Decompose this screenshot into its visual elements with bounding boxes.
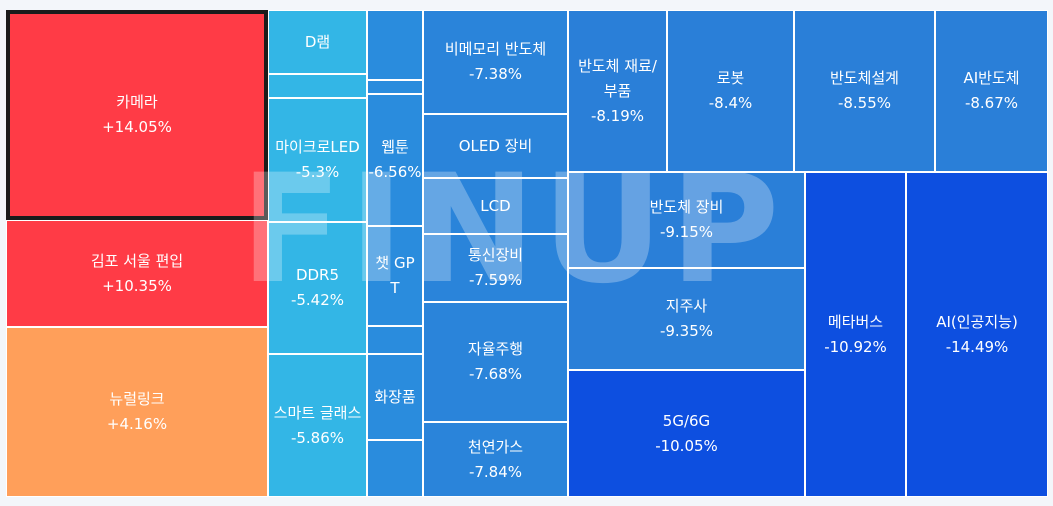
tile-name: AI반도체 bbox=[963, 69, 1020, 87]
treemap-tile[interactable]: 김포 서울 편입 +10.35% bbox=[6, 220, 268, 327]
treemap-tile[interactable]: 웹툰 -6.56% bbox=[367, 94, 423, 226]
treemap-tile[interactable]: AI반도체 -8.67% bbox=[935, 10, 1048, 172]
treemap-tile[interactable]: AI(인공지능) -14.49% bbox=[906, 172, 1048, 497]
tile-name: 로봇 bbox=[716, 69, 745, 87]
tile-change: -9.15% bbox=[659, 223, 714, 241]
tile-change: -5.42% bbox=[290, 291, 345, 309]
treemap-tile[interactable]: 반도체 재료/부품 -8.19% bbox=[568, 10, 667, 172]
tile-change: -7.84% bbox=[468, 462, 523, 481]
treemap-tile[interactable]: 화장품 bbox=[367, 354, 423, 440]
treemap-tile[interactable]: 통신장비 -7.59% bbox=[423, 234, 568, 302]
treemap-tile[interactable]: 반도체 장비 -9.15% bbox=[568, 172, 805, 268]
tile-name: 화장품 bbox=[374, 387, 416, 406]
treemap-tile[interactable] bbox=[367, 10, 423, 80]
treemap-tile[interactable]: 스마트 글래스 -5.86% bbox=[268, 354, 367, 497]
tile-name: 스마트 글래스 bbox=[273, 403, 362, 422]
tile-change: -10.05% bbox=[655, 436, 718, 455]
tile-name: 반도체 장비 bbox=[649, 198, 724, 216]
tile-name: 천연가스 bbox=[467, 437, 524, 456]
treemap-tile[interactable] bbox=[367, 440, 423, 497]
tile-name: AI(인공지능) bbox=[936, 312, 1018, 331]
tile-change: -8.4% bbox=[708, 94, 753, 112]
tile-change: -9.35% bbox=[659, 322, 714, 340]
tile-name: DDR5 bbox=[295, 266, 340, 284]
treemap-tile[interactable] bbox=[367, 326, 423, 354]
tile-change: -10.92% bbox=[824, 337, 887, 356]
tile-change: +4.16% bbox=[106, 415, 168, 433]
tile-change: -8.55% bbox=[837, 94, 892, 112]
tile-change: -7.59% bbox=[468, 271, 523, 289]
tile-name: 마이크로LED bbox=[275, 138, 360, 156]
tile-name: 반도체설계 bbox=[829, 69, 899, 87]
tile-name: 비메모리 반도체 bbox=[444, 40, 547, 58]
treemap-tile[interactable]: 반도체설계 -8.55% bbox=[794, 10, 935, 172]
treemap-tile[interactable]: 챗 GPT bbox=[367, 226, 423, 326]
treemap-tile[interactable]: 뉴럴링크 +4.16% bbox=[6, 327, 268, 497]
treemap-tile[interactable]: 자율주행 -7.68% bbox=[423, 302, 568, 422]
treemap-tile[interactable]: 비메모리 반도체 -7.38% bbox=[423, 10, 568, 114]
tile-name: 메타버스 bbox=[827, 312, 884, 331]
tile-name: D램 bbox=[304, 32, 331, 51]
treemap-tile[interactable]: 지주사 -9.35% bbox=[568, 268, 805, 370]
tile-change: -8.19% bbox=[590, 106, 645, 125]
tile-change: +14.05% bbox=[102, 118, 172, 136]
treemap-tile[interactable]: 메타버스 -10.92% bbox=[805, 172, 906, 497]
tile-change: -7.68% bbox=[468, 365, 523, 383]
tile-name: 뉴럴링크 bbox=[109, 390, 165, 408]
tile-name: 지주사 bbox=[665, 297, 708, 315]
treemap-tile[interactable]: DDR5 -5.42% bbox=[268, 222, 367, 354]
treemap-tile[interactable]: 로봇 -8.4% bbox=[667, 10, 794, 172]
tile-change: -14.49% bbox=[945, 337, 1009, 356]
tile-name: 반도체 재료/부품 bbox=[578, 56, 657, 100]
treemap-tile[interactable]: 5G/6G -10.05% bbox=[568, 370, 805, 497]
tile-name: 자율주행 bbox=[467, 340, 524, 358]
tile-name: 챗 GPT bbox=[375, 254, 415, 297]
treemap-tile[interactable]: LCD bbox=[423, 178, 568, 234]
treemap-tile[interactable] bbox=[367, 80, 423, 94]
tile-name: OLED 장비 bbox=[458, 136, 533, 155]
treemap-tile[interactable]: OLED 장비 bbox=[423, 114, 568, 178]
tile-name: 김포 서울 편입 bbox=[90, 251, 184, 270]
treemap-tile[interactable]: 천연가스 -7.84% bbox=[423, 422, 568, 497]
tile-name: 5G/6G bbox=[662, 411, 711, 430]
tile-change: -5.3% bbox=[295, 163, 340, 181]
tile-change: -5.86% bbox=[290, 428, 345, 447]
tile-change: -8.67% bbox=[964, 94, 1019, 112]
tile-change: -6.56% bbox=[368, 163, 422, 181]
treemap-tile[interactable] bbox=[268, 74, 367, 98]
treemap-tile[interactable]: 마이크로LED -5.3% bbox=[268, 98, 367, 222]
tile-name: 카메라 bbox=[116, 93, 158, 111]
tile-name: 통신장비 bbox=[467, 246, 524, 264]
tile-change: +10.35% bbox=[102, 276, 172, 295]
tile-change: -7.38% bbox=[468, 65, 523, 83]
tile-name: 웹툰 bbox=[381, 138, 409, 156]
tile-name: LCD bbox=[480, 196, 511, 215]
treemap-tile[interactable]: 카메라 +14.05% bbox=[6, 10, 268, 220]
treemap-tile[interactable]: D램 bbox=[268, 10, 367, 74]
